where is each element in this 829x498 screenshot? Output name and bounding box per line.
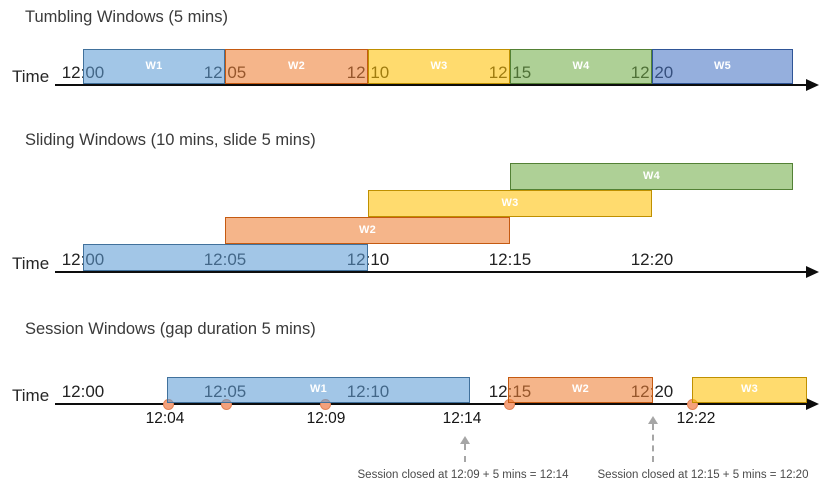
axis-arrowhead-icon [806,398,819,410]
window-label: W3 [501,196,519,209]
time-axis-line [55,84,806,86]
window-label: W1 [145,59,163,72]
event-time-label: 12:22 [676,410,716,427]
window-label: W1 [309,383,328,395]
arrowhead-up-icon [648,416,658,424]
window-box-w1 [83,244,368,271]
time-axis-label-sliding: Time [12,254,50,273]
tick-label: 12:20 [630,250,674,269]
section-title-session: Session Windows (gap duration 5 mins) [25,320,316,338]
time-axis-line [55,403,806,405]
arrow-stem [464,444,466,462]
section-title-sliding: Sliding Windows (10 mins, slide 5 mins) [25,131,316,149]
window-box-w1 [83,49,225,84]
window-label: W4 [642,169,661,182]
window-box-w1 [167,377,470,403]
event-time-label: 12:04 [145,410,185,427]
event-time-label: 12:09 [306,410,346,427]
session-close-arrow-icon [460,436,470,462]
tick-label: 12:15 [488,250,532,269]
window-box-w4 [510,49,652,84]
window-box-w3 [368,49,510,84]
window-label: W2 [287,59,306,72]
window-box-w2 [508,377,653,403]
time-axis-label-session: Time [12,386,50,405]
window-box-w3 [368,190,652,217]
event-time-label: 12:14 [442,410,482,427]
window-box-w5 [652,49,793,84]
window-label: W4 [572,59,590,72]
arrowhead-up-icon [460,436,470,444]
window-label: W5 [713,59,732,72]
tick-label: 12:00 [61,382,105,401]
arrow-stem [652,424,654,462]
axis-arrowhead-icon [806,79,819,91]
time-axis-line [55,271,806,273]
session-close-arrow-icon [648,416,658,462]
window-box-w2 [225,217,510,244]
time-axis-label-tumbling: Time [12,67,50,86]
window-box-w3 [692,377,807,403]
annotation-text: Session closed at 12:15 + 5 mins = 12:20 [597,469,809,481]
window-label: W3 [740,383,759,395]
window-box-w2 [225,49,368,84]
annotation-text: Session closed at 12:09 + 5 mins = 12:14 [357,469,569,481]
window-label: W2 [571,383,590,395]
section-title-tumbling: Tumbling Windows (5 mins) [25,8,228,26]
window-box-w4 [510,163,793,190]
axis-arrowhead-icon [806,266,819,278]
window-label: W2 [358,223,377,236]
window-label: W3 [430,59,448,72]
